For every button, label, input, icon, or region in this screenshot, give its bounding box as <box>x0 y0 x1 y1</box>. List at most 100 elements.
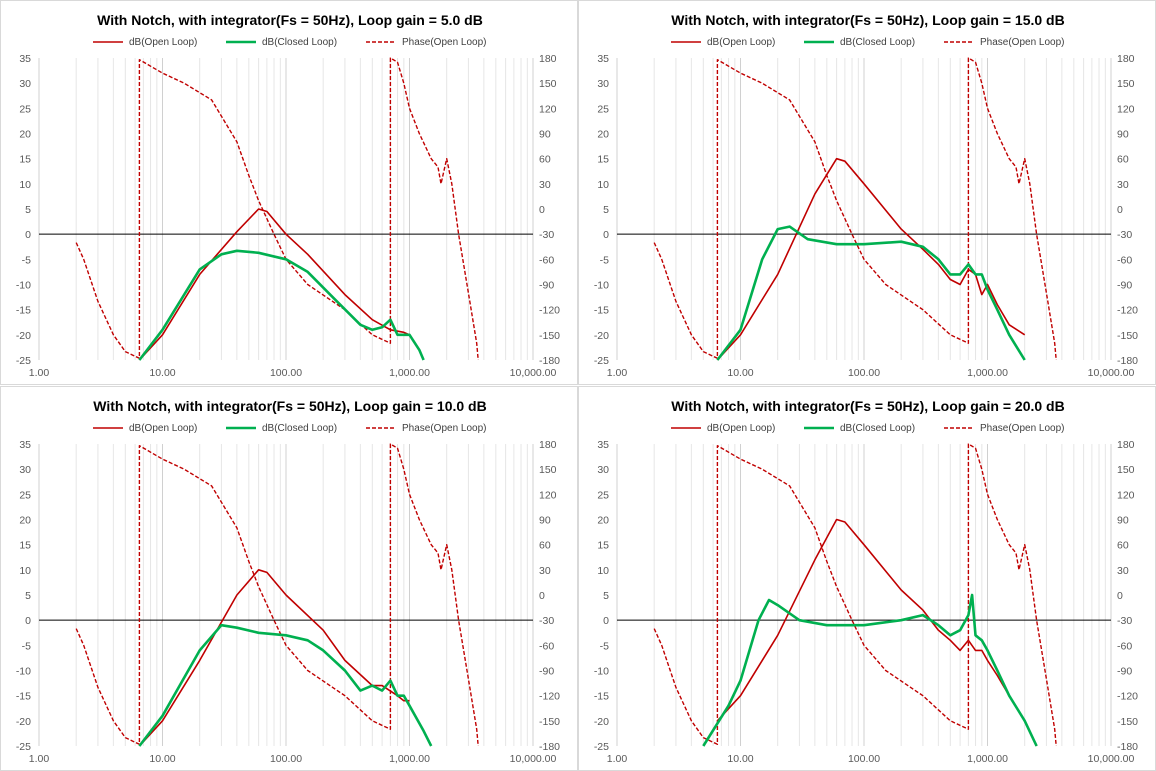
y-tick-label: -20 <box>16 716 31 728</box>
series-line-db-closed-loop <box>138 623 433 747</box>
y-tick-label: -15 <box>16 305 31 317</box>
y2-tick-label: 120 <box>1117 489 1135 501</box>
legend-label: Phase(Open Loop) <box>402 423 487 434</box>
y2-tick-label: -60 <box>1117 254 1132 266</box>
y-tick-label: 0 <box>603 229 609 241</box>
y2-tick-label: -180 <box>539 741 560 753</box>
chart-bottom-left: With Notch, with integrator(Fs = 50Hz), … <box>16 398 560 765</box>
y-tick-label: -5 <box>22 640 31 652</box>
y2-tick-label: -30 <box>539 615 554 627</box>
y-tick-label: -10 <box>16 280 31 292</box>
x-tick-label: 10.00 <box>149 367 175 379</box>
y2-tick-label: 30 <box>539 565 551 577</box>
x-tick-label: 1,000.00 <box>389 753 430 765</box>
y2-tick-label: 150 <box>539 78 557 90</box>
y-tick-label: 15 <box>597 154 609 166</box>
chart-title: With Notch, with integrator(Fs = 50Hz), … <box>97 12 483 28</box>
y-tick-label: 20 <box>597 129 609 141</box>
series-line-phase-open-loop <box>75 57 479 361</box>
series-group <box>75 443 479 747</box>
y2-tick-label: -120 <box>1117 305 1138 317</box>
y2-tick-label: 120 <box>539 489 557 501</box>
legend-label: Phase(Open Loop) <box>980 423 1065 434</box>
x-tick-label: 100.00 <box>270 753 302 765</box>
chart-panel-bottom-left: With Notch, with integrator(Fs = 50Hz), … <box>0 386 578 771</box>
x-tick-label: 1.00 <box>607 367 628 379</box>
y2-tick-label: -60 <box>1117 640 1132 652</box>
series-line-db-closed-loop <box>716 225 1026 361</box>
y2-tick-label: 180 <box>1117 53 1135 65</box>
y2-tick-label: 0 <box>539 204 545 216</box>
y2-tick-label: 180 <box>539 439 557 451</box>
y-tick-label: 5 <box>603 204 609 216</box>
series-group <box>653 57 1057 361</box>
y2-tick-label: 180 <box>539 53 557 65</box>
y-tick-label: -25 <box>16 355 31 367</box>
y2-tick-label: 120 <box>1117 103 1135 115</box>
x-tick-label: 10,000.00 <box>1088 753 1135 765</box>
y-tick-label: 20 <box>597 515 609 527</box>
y2-tick-label: 120 <box>539 103 557 115</box>
y2-tick-label: -60 <box>539 640 554 652</box>
legend-label: dB(Open Loop) <box>707 423 775 434</box>
series-line-phase-open-loop <box>653 443 1057 747</box>
y-tick-label: 30 <box>597 78 609 90</box>
chart-panel-top-right: With Notch, with integrator(Fs = 50Hz), … <box>578 0 1156 385</box>
series-group <box>653 443 1057 747</box>
legend-label: dB(Open Loop) <box>129 423 197 434</box>
y-tick-label: 25 <box>19 103 31 115</box>
y2-tick-label: 60 <box>539 540 551 552</box>
x-tick-label: 1.00 <box>29 367 50 379</box>
y-tick-label: -5 <box>600 640 609 652</box>
y2-tick-label: -180 <box>1117 355 1138 367</box>
y-tick-label: 5 <box>25 204 31 216</box>
y-tick-label: 10 <box>19 179 31 191</box>
x-tick-label: 1,000.00 <box>967 367 1008 379</box>
legend-label: dB(Closed Loop) <box>262 37 337 48</box>
y2-tick-label: 150 <box>1117 78 1135 90</box>
y2-tick-label: 90 <box>539 129 551 141</box>
y-tick-label: -15 <box>16 691 31 703</box>
y2-tick-label: 30 <box>539 179 551 191</box>
y-tick-label: 25 <box>597 489 609 501</box>
y2-tick-label: -120 <box>1117 691 1138 703</box>
y2-tick-label: 150 <box>539 464 557 476</box>
y-tick-label: 20 <box>19 129 31 141</box>
y-tick-label: 35 <box>597 439 609 451</box>
y2-tick-label: 0 <box>1117 590 1123 602</box>
series-line-phase-open-loop <box>75 443 479 747</box>
y2-tick-label: -150 <box>539 716 560 728</box>
y2-tick-label: -150 <box>1117 716 1138 728</box>
y2-tick-label: 90 <box>1117 129 1129 141</box>
legend-label: dB(Open Loop) <box>129 37 197 48</box>
y-tick-label: -20 <box>594 330 609 342</box>
y-tick-label: 0 <box>25 229 31 241</box>
series-line-db-closed-loop <box>138 249 425 361</box>
y-tick-label: 10 <box>597 179 609 191</box>
y2-tick-label: 150 <box>1117 464 1135 476</box>
y-tick-label: 10 <box>19 565 31 577</box>
y-tick-label: -5 <box>600 254 609 266</box>
x-tick-label: 10.00 <box>727 753 753 765</box>
y-tick-label: 15 <box>19 540 31 552</box>
y2-tick-label: 90 <box>539 515 551 527</box>
y2-tick-label: -120 <box>539 691 560 703</box>
legend-label: Phase(Open Loop) <box>980 37 1065 48</box>
chart-panel-top-left: With Notch, with integrator(Fs = 50Hz), … <box>0 0 578 385</box>
series-line-db-closed-loop <box>702 593 1038 747</box>
y-tick-label: 15 <box>19 154 31 166</box>
y2-tick-label: -120 <box>539 305 560 317</box>
y2-tick-label: -30 <box>1117 229 1132 241</box>
y2-tick-label: 60 <box>1117 540 1129 552</box>
y-tick-label: 30 <box>19 78 31 90</box>
y-tick-label: 35 <box>597 53 609 65</box>
gridlines <box>38 58 534 360</box>
chart-panel-bottom-right: With Notch, with integrator(Fs = 50Hz), … <box>578 386 1156 771</box>
x-tick-label: 100.00 <box>848 367 880 379</box>
chart-title: With Notch, with integrator(Fs = 50Hz), … <box>671 398 1064 414</box>
series-line-phase-open-loop <box>653 57 1057 361</box>
legend-label: dB(Closed Loop) <box>840 37 915 48</box>
x-tick-label: 100.00 <box>270 367 302 379</box>
y-tick-label: 20 <box>19 515 31 527</box>
legend-label: dB(Closed Loop) <box>262 423 337 434</box>
